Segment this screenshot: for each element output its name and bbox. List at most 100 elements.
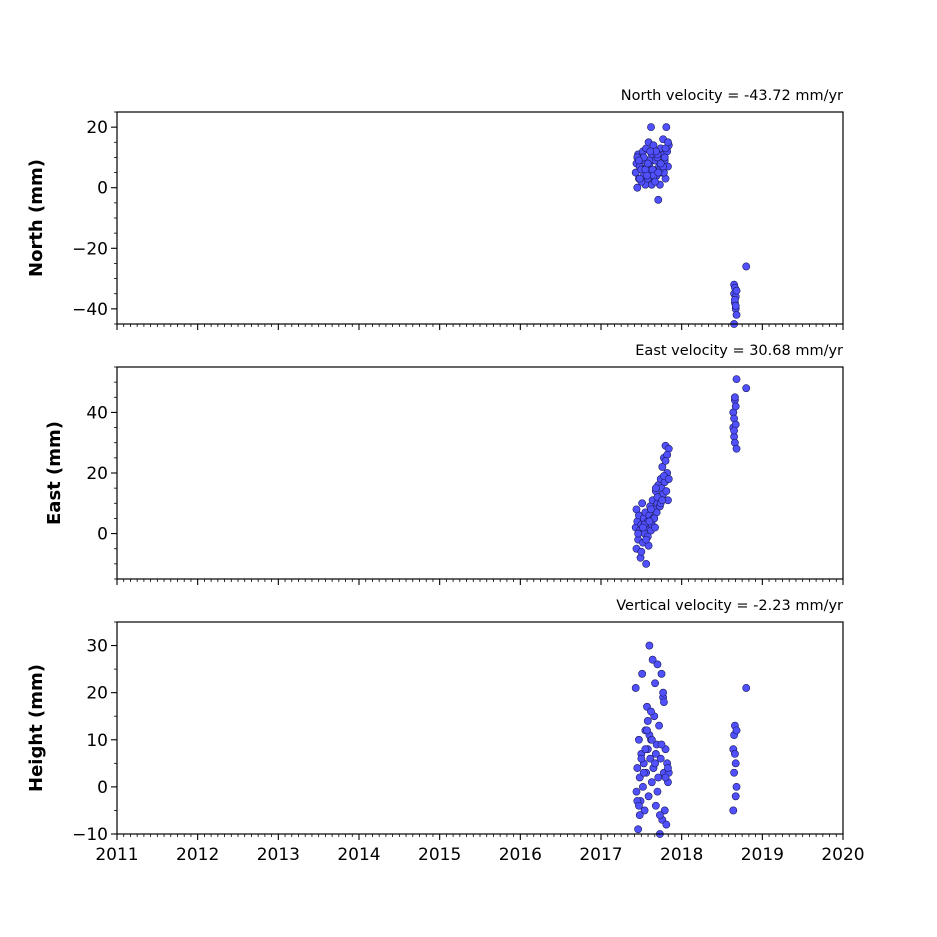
height-data-point: [661, 773, 670, 782]
east-points: [631, 375, 751, 568]
height-ytick-label: 10: [86, 731, 108, 751]
east-data-point: [658, 496, 667, 505]
height-data-point: [655, 811, 664, 820]
height-ylabel: Height (mm): [26, 664, 47, 792]
east-ytick-label: 40: [86, 403, 108, 423]
north-data-point: [654, 168, 663, 177]
north-data-point: [643, 159, 652, 168]
height-data-point: [639, 782, 647, 791]
east-ytick-label: 20: [86, 464, 108, 484]
east-ytick-label: 0: [97, 525, 108, 545]
height-xtick-label: 2020: [821, 845, 864, 865]
north-data-point: [654, 195, 663, 204]
north-data-point: [660, 153, 669, 162]
east-data-point: [731, 393, 739, 402]
height-xtick-label: 2013: [257, 845, 300, 865]
east-panel: East velocity = 30.68 mm/yr East (mm) 40…: [44, 343, 844, 585]
north-ytick-label: −20: [72, 239, 108, 259]
height-data-point: [662, 820, 671, 829]
height-xtick-label: 2015: [418, 845, 461, 865]
north-data-point: [731, 301, 740, 310]
east-data-point: [731, 402, 740, 411]
height-data-point: [651, 750, 660, 758]
height-data-point: [664, 764, 672, 772]
north-data-point: [647, 123, 655, 132]
height-data-point: [653, 660, 662, 669]
height-data-point: [632, 787, 641, 796]
height-xtick-label: 2016: [499, 845, 542, 865]
height-data-point: [651, 679, 659, 688]
height-data-point: [660, 806, 669, 815]
height-ytick-label: −10: [72, 825, 108, 845]
north-data-point: [651, 177, 659, 186]
height-data-point: [651, 801, 660, 810]
height-data-point: [635, 801, 643, 810]
east-data-point: [634, 529, 643, 538]
height-data-point: [732, 782, 741, 791]
height-xtick-label: 2019: [741, 845, 784, 865]
height-ticks: 2011 2012 2013 2014 2015 2016 2017 2018 2019 2020…: [72, 621, 865, 865]
height-ytick-label: 20: [86, 684, 108, 704]
height-xtick-label: 2014: [337, 845, 380, 865]
east-data-point: [732, 444, 741, 453]
height-data-point: [646, 754, 655, 763]
height-data-point: [647, 778, 656, 787]
height-xtick-label: 2017: [579, 845, 622, 865]
height-xtick-label: 2018: [660, 845, 703, 865]
north-data-point: [635, 156, 643, 165]
height-data-point: [647, 735, 656, 744]
north-data-point: [732, 311, 741, 319]
east-ticks: 40 20 0: [86, 366, 844, 585]
east-title: East velocity = 30.68 mm/yr: [635, 343, 843, 359]
height-data-point: [653, 787, 662, 796]
east-ylabel: East (mm): [44, 421, 65, 525]
east-data-point: [651, 484, 660, 493]
east-data-point: [730, 426, 738, 435]
height-data-point: [639, 768, 648, 777]
east-data-point: [637, 547, 646, 556]
height-data-point: [643, 726, 651, 735]
north-ytick-label: 0: [97, 179, 108, 199]
height-data-point: [731, 750, 739, 758]
north-ticks: 20 0 −20 −40: [72, 111, 844, 330]
north-points: [631, 123, 751, 328]
height-title: Vertical velocity = -2.23 mm/yr: [616, 598, 843, 614]
height-data-point: [637, 754, 646, 763]
height-data-point: [641, 745, 650, 754]
east-axes-frame: [116, 366, 844, 580]
height-panel: Vertical velocity = -2.23 mm/yr Height (…: [26, 598, 865, 865]
east-data-point: [661, 456, 670, 465]
height-data-point: [732, 726, 741, 735]
height-xtick-label: 2011: [95, 845, 138, 865]
height-data-point: [655, 721, 663, 730]
height-data-point: [634, 825, 643, 834]
north-data-point: [633, 183, 642, 192]
height-data-point: [730, 768, 738, 777]
height-ytick-label: 30: [86, 637, 108, 657]
height-data-point: [647, 707, 655, 716]
height-data-point: [638, 669, 647, 678]
north-data-point: [662, 123, 671, 132]
height-data-point: [645, 641, 654, 650]
north-data-point: [646, 147, 655, 156]
height-data-point: [631, 684, 640, 692]
east-data-point: [662, 487, 671, 496]
north-ytick-label: −40: [72, 300, 108, 320]
height-data-point: [657, 740, 666, 749]
height-axes-frame: [116, 621, 844, 835]
north-data-point: [635, 174, 644, 183]
height-data-point: [633, 764, 642, 772]
height-data-point: [729, 806, 738, 815]
north-data-point: [656, 159, 665, 168]
east-data-point: [664, 475, 673, 483]
height-ytick-label: 0: [97, 778, 108, 798]
east-data-point: [647, 505, 655, 514]
east-data-point: [645, 517, 654, 526]
north-title: North velocity = -43.72 mm/yr: [621, 88, 843, 104]
height-data-point: [635, 735, 643, 744]
north-ylabel: North (mm): [26, 159, 47, 277]
height-data-point: [657, 669, 666, 678]
east-data-point: [639, 523, 647, 532]
